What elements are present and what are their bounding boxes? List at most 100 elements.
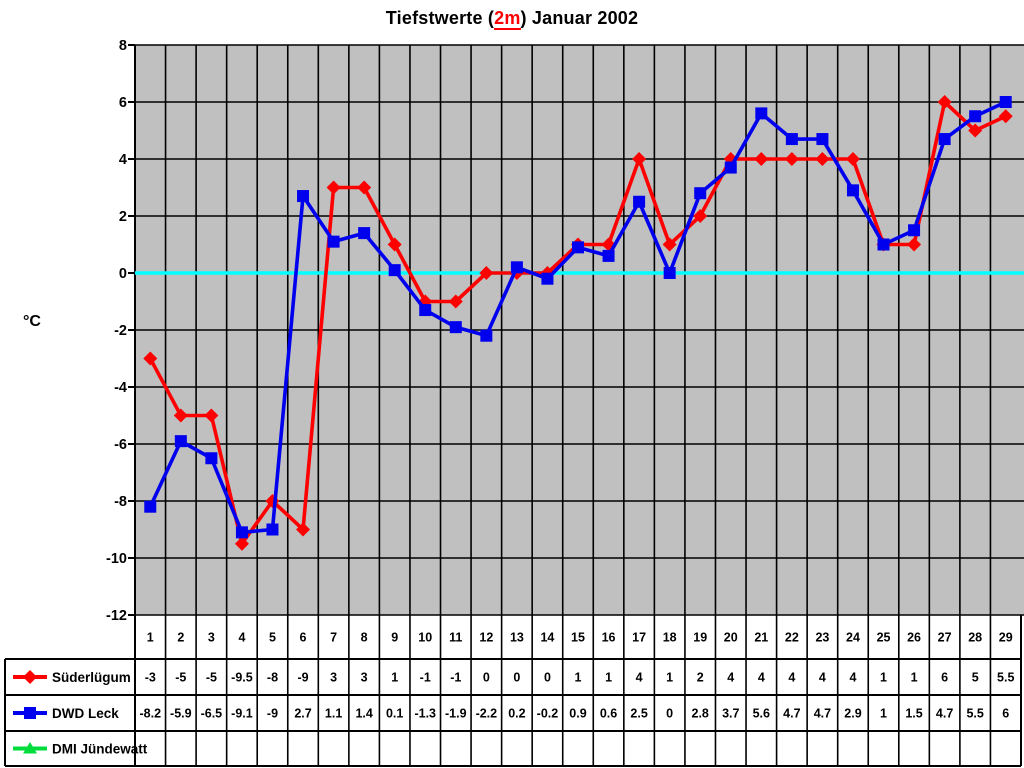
day-header-label: 20 [724,631,738,645]
data-point [205,452,218,465]
data-point [816,133,829,146]
table-value: -0.2 [537,707,559,721]
data-point [784,152,799,166]
table-value: 0 [544,671,551,685]
day-header-label: 29 [999,631,1013,645]
day-header-label: 3 [208,631,215,645]
table-value: 2.8 [692,707,709,721]
data-point [480,329,493,342]
day-header-label: 26 [907,631,921,645]
table-value: 4 [636,671,643,685]
chart-title: Tiefstwerte (2m) Januar 2002 [0,8,1024,30]
data-point [907,237,922,252]
day-header-label: 7 [330,631,337,645]
data-point [754,152,769,166]
y-tick-label: 2 [119,209,127,225]
data-point [602,249,615,262]
chart-title-prefix: Tiefstwerte ( [385,8,495,28]
day-header-label: 28 [968,631,982,645]
data-point [755,107,768,120]
table-value: 1 [391,671,398,685]
y-tick-label: 0 [119,266,127,282]
day-header-label: 12 [479,631,493,645]
data-point [144,500,157,513]
day-header-label: 14 [540,631,554,645]
data-point [938,133,951,146]
table-value: 1 [666,671,673,685]
data-point [663,267,676,279]
table-value: 3 [330,671,337,685]
day-header-label: 10 [418,631,432,645]
table-value: 0 [666,707,673,721]
legend-marker-diamond [23,670,37,684]
table-value: 4.7 [783,707,800,721]
table-value: -9 [267,707,278,721]
day-header-label: 23 [815,631,829,645]
table-value: -9.1 [231,707,253,721]
table-value: 2.9 [844,707,861,721]
legend-label: DWD Leck [52,706,119,721]
day-header-label: 16 [602,631,616,645]
data-point [541,272,554,285]
table-value: -1.9 [445,707,467,721]
data-point [662,237,677,252]
table-value: 4 [758,671,765,685]
day-header-label: 6 [300,631,307,645]
data-point [845,152,860,166]
day-header-label: 15 [571,631,585,645]
table-value: 0 [513,671,520,685]
table-value: -3 [145,671,156,685]
table-value: 4 [727,671,734,685]
table-value: 1 [880,671,887,685]
table-value: -1.3 [414,707,436,721]
table-value: 2 [697,671,704,685]
table-value: 4.7 [936,707,953,721]
data-point [479,266,494,280]
data-point [968,123,983,138]
table-value: 4 [788,671,795,685]
legend-label: DMI Jündewatt [52,742,148,757]
table-value: 1.1 [325,707,342,721]
y-tick-label: -12 [106,608,127,624]
data-point [998,109,1013,124]
y-tick-label: -4 [114,380,127,396]
table-value: 4 [819,671,826,685]
day-header-label: 21 [754,631,768,645]
day-header-label: 13 [510,631,524,645]
chart-title-highlight: 2m [494,8,521,30]
day-header-label: 25 [877,631,891,645]
day-header-label: 22 [785,631,799,645]
table-value: 0.2 [508,707,525,721]
table-value: -5 [206,671,217,685]
day-header-label: 2 [177,631,184,645]
data-point [357,180,372,195]
y-tick-label: -8 [114,494,127,510]
day-header-label: 27 [938,631,952,645]
table-value: 5.5 [966,707,983,721]
data-point [724,161,737,174]
table-value: 1.4 [355,707,372,721]
table-value: 5.6 [753,707,770,721]
table-value: -5 [175,671,186,685]
data-point [693,209,708,223]
day-header-label: 17 [632,631,646,645]
table-value: 5.5 [997,671,1014,685]
legend-label: Süderlügum [52,670,131,685]
data-point [358,227,371,240]
data-point [785,133,798,146]
data-point [174,435,187,448]
y-tick-label: 4 [119,152,127,168]
table-value: 4 [849,671,856,685]
table-value: 0.6 [600,707,617,721]
data-point [297,190,310,203]
table-value: -5.9 [170,707,192,721]
table-value: 1.5 [905,707,922,721]
data-point [388,264,401,277]
day-header-label: 19 [693,631,707,645]
data-point [969,110,982,123]
table-value: -9.5 [231,671,253,685]
day-header-label: 24 [846,631,860,645]
table-value: 0.1 [386,707,403,721]
y-axis-unit-label: °C [23,313,41,330]
